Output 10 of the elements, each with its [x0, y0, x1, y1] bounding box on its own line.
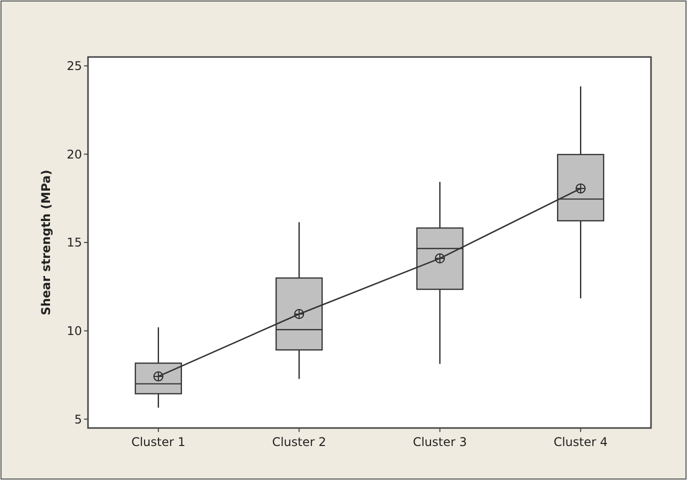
y-tick-label: 5 — [74, 412, 82, 426]
x-tick-label: Cluster 2 — [272, 435, 326, 449]
y-axis-title: Shear strength (MPa) — [39, 170, 53, 316]
x-tick-label: Cluster 3 — [412, 435, 467, 449]
y-tick-label: 20 — [66, 147, 82, 162]
x-tick-label: Cluster 4 — [554, 435, 608, 449]
y-tick-label: 15 — [66, 236, 82, 250]
x-tick-label: Cluster 1 — [131, 435, 186, 449]
y-tick-label: 10 — [66, 324, 82, 338]
y-tick-label: 25 — [66, 59, 82, 74]
